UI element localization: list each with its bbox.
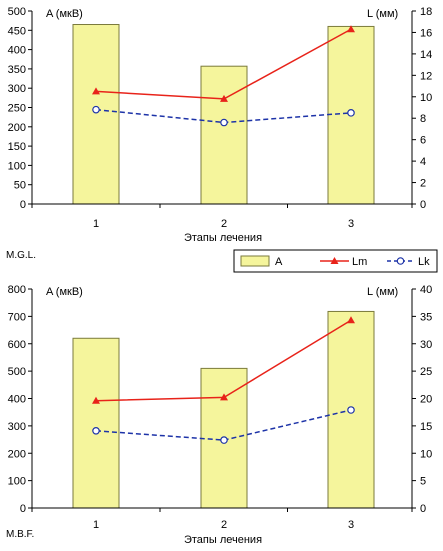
y-tick-left: 100 [8, 476, 26, 488]
y-tick-left: 200 [8, 122, 26, 134]
y-tick-right: 10 [420, 92, 432, 104]
y-axis-label-left: A (мкВ) [46, 286, 83, 298]
y-tick-right: 2 [420, 178, 426, 190]
y-tick-right: 0 [420, 199, 426, 211]
y-tick-right: 18 [420, 6, 432, 18]
point-lk-3 [348, 110, 354, 116]
y-axis-label-right: L (мм) [367, 286, 398, 298]
y-tick-left: 300 [8, 83, 26, 95]
y-tick-right: 35 [420, 311, 432, 323]
x-tick-label: 1 [93, 519, 99, 531]
bar-a-1 [73, 25, 119, 204]
y-tick-left: 50 [14, 180, 26, 192]
y-tick-left: 400 [8, 45, 26, 57]
point-lk-1 [93, 106, 99, 112]
y-tick-right: 6 [420, 135, 426, 147]
point-lk-3 [348, 407, 354, 413]
patient-label: M.B.F. [6, 529, 34, 540]
y-tick-left: 600 [8, 339, 26, 351]
y-tick-left: 700 [8, 311, 26, 323]
y-tick-left: 0 [20, 503, 26, 515]
chart-mgl: 0501001502002503003504004505000246810121… [6, 6, 432, 261]
legend-label-lk: Lk [418, 256, 430, 268]
y-tick-right: 40 [420, 284, 432, 296]
y-tick-left: 100 [8, 160, 26, 172]
y-tick-right: 8 [420, 113, 426, 125]
y-tick-left: 300 [8, 421, 26, 433]
legend-label-a: A [275, 256, 283, 268]
bar-a-2 [201, 66, 247, 204]
y-tick-right: 0 [420, 503, 426, 515]
y-tick-right: 30 [420, 339, 432, 351]
y-tick-left: 800 [8, 284, 26, 296]
y-axis-label-right: L (мм) [367, 8, 398, 20]
y-tick-left: 450 [8, 25, 26, 37]
x-tick-label: 2 [221, 519, 227, 531]
chart-mbf: 0 100 200 300 400 500 600 700 800 0 5 10 15 20 25 30 35 4… [6, 284, 432, 546]
point-lk-2 [221, 119, 227, 125]
y-tick-left: 250 [8, 103, 26, 115]
x-tick-label: 3 [348, 519, 354, 531]
x-tick-label: 2 [221, 218, 227, 230]
point-lk-1 [93, 428, 99, 434]
legend-label-lm: Lm [352, 256, 367, 268]
y-tick-right: 16 [420, 27, 432, 39]
legend: A Lm Lk [234, 250, 437, 272]
y-tick-right: 25 [420, 366, 432, 378]
legend-swatch-a [241, 256, 269, 266]
y-tick-left: 0 [20, 199, 26, 211]
x-tick-label: 1 [93, 218, 99, 230]
y-tick-right: 10 [420, 448, 432, 460]
y-tick-left: 400 [8, 394, 26, 406]
y-tick-right: 20 [420, 394, 432, 406]
y-tick-left: 350 [8, 64, 26, 76]
y-tick-left: 150 [8, 141, 26, 153]
y-tick-right: 5 [420, 476, 426, 488]
y-tick-right: 14 [420, 49, 432, 61]
x-tick-label: 3 [348, 218, 354, 230]
point-lk-2 [221, 437, 227, 443]
y-tick-left: 200 [8, 448, 26, 460]
y-axis-label-left: A (мкВ) [46, 8, 83, 20]
y-tick-right: 12 [420, 70, 432, 82]
patient-label: M.G.L. [6, 250, 36, 261]
x-axis-label: Этапы лечения [184, 232, 262, 244]
bar-a-1 [73, 338, 119, 508]
y-tick-right: 4 [420, 156, 426, 168]
legend-marker-lk [397, 258, 403, 264]
y-tick-right: 15 [420, 421, 432, 433]
y-tick-left: 500 [8, 6, 26, 18]
x-axis-label: Этапы лечения [184, 534, 262, 546]
y-tick-left: 500 [8, 366, 26, 378]
